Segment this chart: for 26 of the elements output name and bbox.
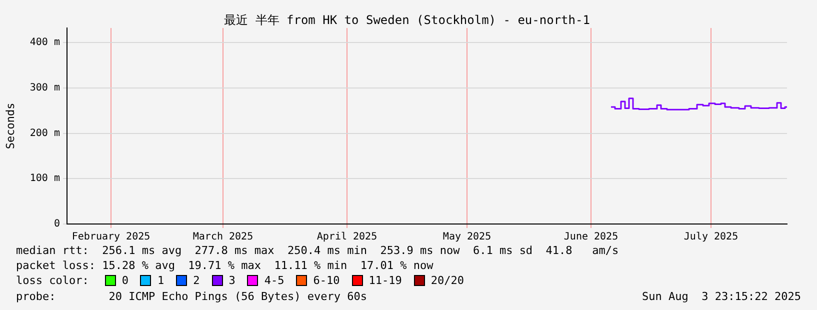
legend-title: loss color: bbox=[16, 274, 89, 287]
x-tick-label: March 2025 bbox=[192, 232, 254, 243]
text: probe: 20 ICMP Echo Pings (56 Bytes) every 60s bbox=[16, 290, 367, 303]
y-axis-title: Seconds bbox=[4, 102, 17, 150]
x-tick-label: February 2025 bbox=[72, 232, 150, 243]
x-tick-label: May 2025 bbox=[442, 232, 492, 243]
chart-title: 最近 半年 from HK to Sweden (Stockholm) - eu-north-1 bbox=[224, 13, 590, 28]
text: Sun Aug 3 23:15:22 2025 bbox=[642, 290, 801, 303]
x-tick-label: April 2025 bbox=[316, 232, 378, 243]
legend-label: 4-5 bbox=[264, 274, 284, 287]
text: median rtt: 256.1 ms avg 277.8 ms max 250.4 ms min 253.9 ms now 6.1 ms sd 41.8 am/s bbox=[16, 244, 619, 257]
y-tick-label: 400 m bbox=[30, 37, 60, 48]
legend-label: 20/20 bbox=[430, 274, 464, 287]
legend-label: 0 bbox=[122, 274, 128, 287]
y-tick-label: 100 m bbox=[30, 173, 60, 184]
legend-label: 3 bbox=[228, 274, 236, 287]
legend-label: 6-10 bbox=[313, 274, 340, 287]
y-tick-label: 200 m bbox=[30, 128, 60, 139]
legend-label: 11-19 bbox=[368, 274, 402, 287]
x-tick-label: June 2025 bbox=[564, 232, 618, 243]
legend-label: 2 bbox=[193, 274, 200, 287]
legend-label: 1 bbox=[157, 274, 164, 287]
x-tick-label: July 2025 bbox=[684, 232, 738, 243]
y-tick-label: 0 bbox=[54, 218, 60, 230]
text: packet loss: 15.28 % avg 19.71 % max 11.11 % min 17.01 % now bbox=[16, 259, 434, 272]
y-tick-label: 300 m bbox=[30, 82, 60, 94]
